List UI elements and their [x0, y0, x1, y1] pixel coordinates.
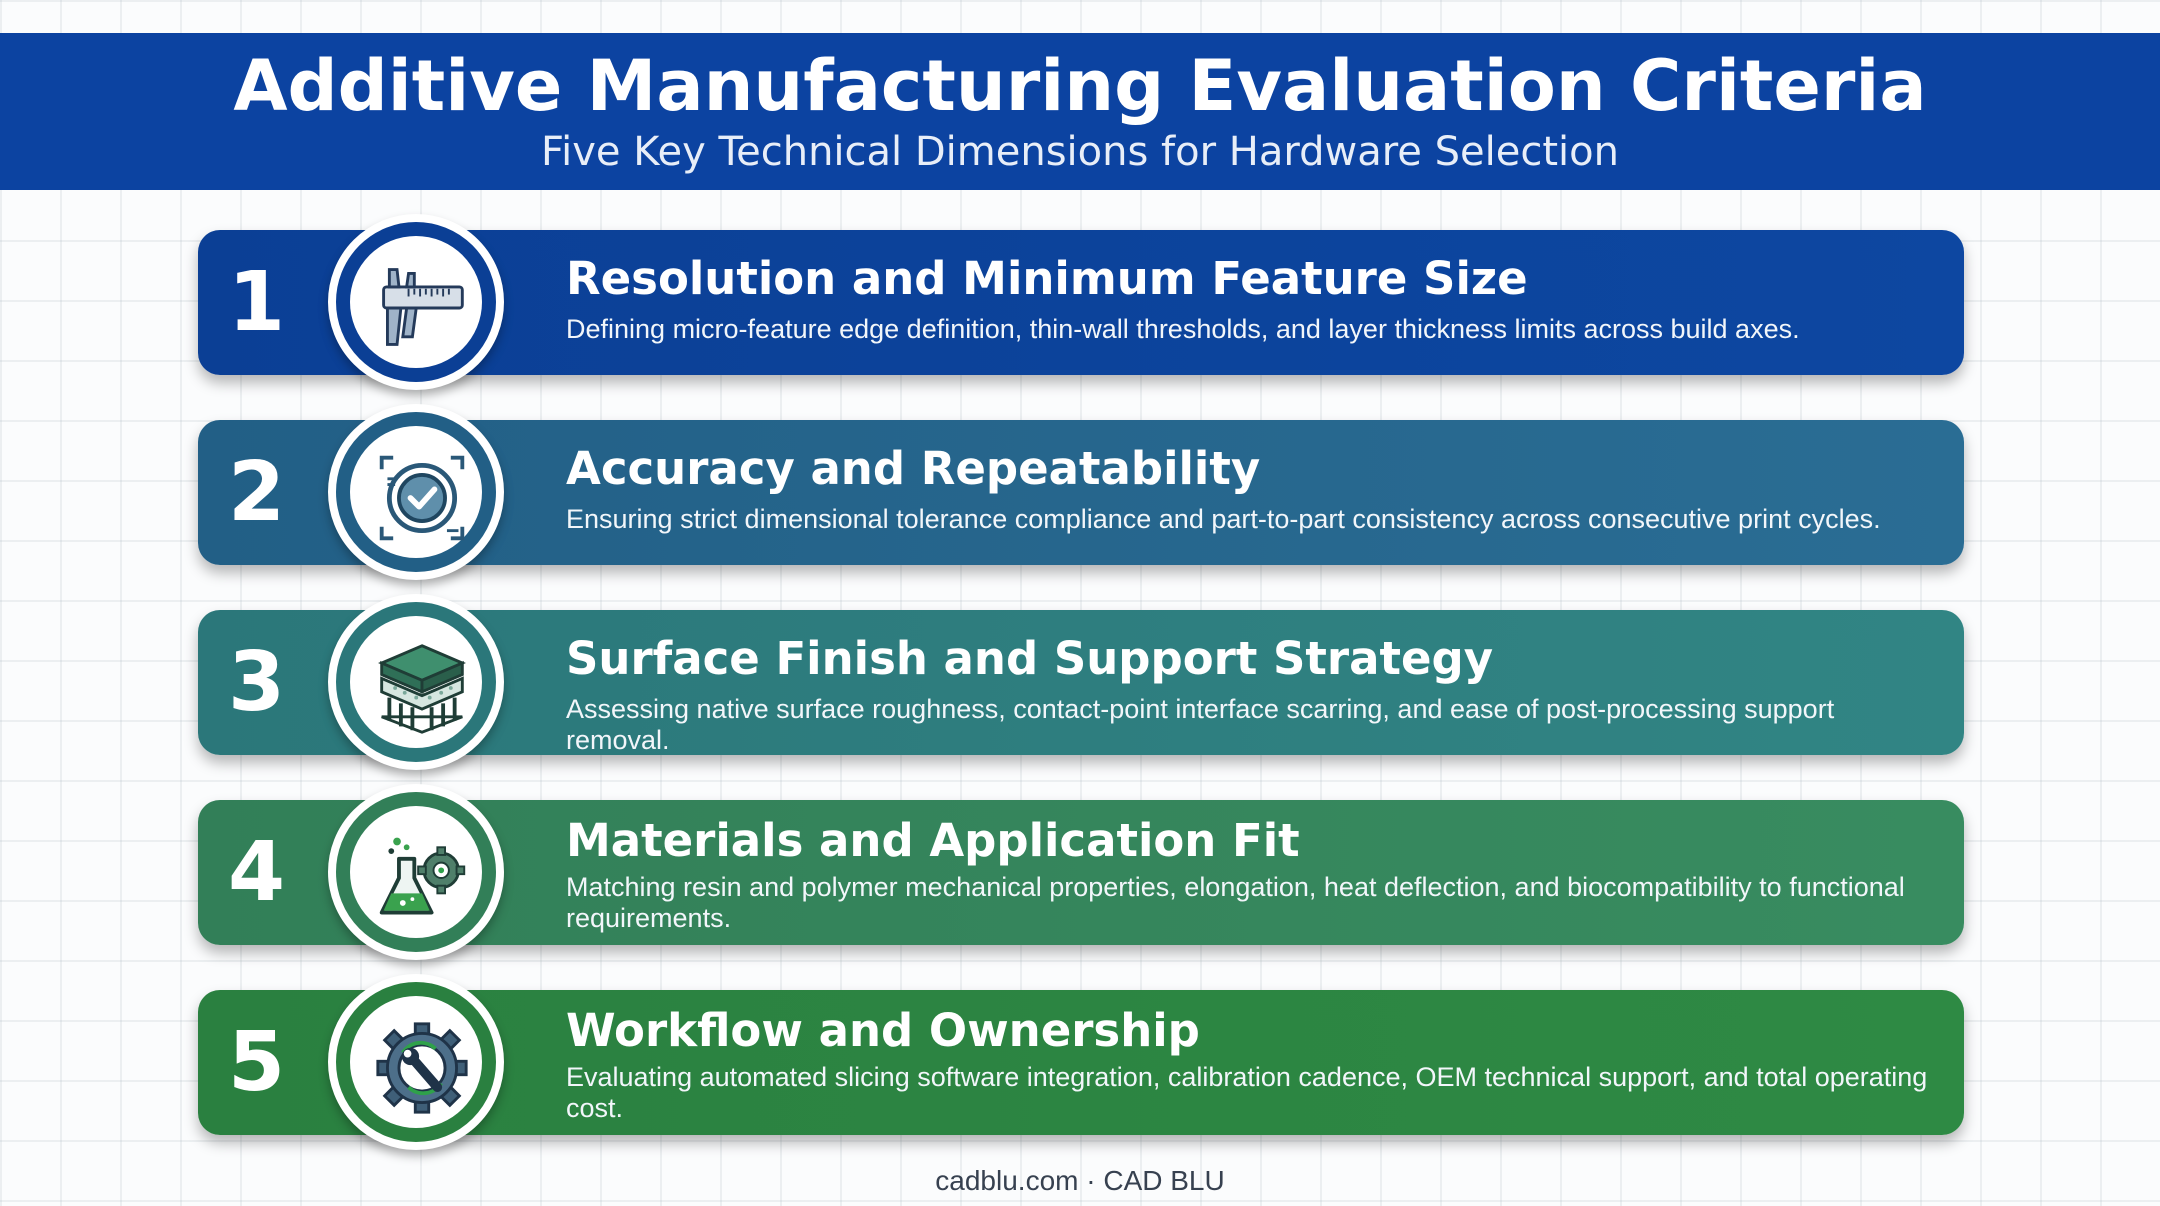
criterion-title: Materials and Application Fit [566, 814, 1300, 867]
criterion-badge [328, 594, 504, 770]
footer-credit: cadblu.com · CAD BLU [935, 1165, 1225, 1196]
criterion-row-4: 4 Materials and Application Fit Matching… [198, 784, 1964, 960]
criterion-description: Ensuring strict dimensional tolerance co… [566, 504, 1881, 534]
criterion-row-2: 2 Accuracy and Repeatability Ensuring st… [198, 404, 1964, 580]
criterion-number: 4 [228, 825, 286, 920]
criterion-badge [328, 214, 504, 390]
title-banner: Additive Manufacturing Evaluation Criter… [0, 33, 2160, 190]
criterion-row-5: 5 Workflow and Owners [198, 974, 1964, 1150]
criterion-title: Accuracy and Repeatability [566, 442, 1261, 495]
page-subtitle: Five Key Technical Dimensions for Hardwa… [541, 129, 1619, 175]
criterion-description: Assessing native surface roughness, cont… [566, 694, 1835, 755]
criterion-title: Resolution and Minimum Feature Size [566, 252, 1528, 305]
flask-gear-icon [379, 837, 466, 915]
criterion-title: Workflow and Ownership [566, 1004, 1200, 1057]
criterion-description: Evaluating automated slicing software in… [566, 1062, 1928, 1123]
criterion-number: 5 [228, 1015, 286, 1110]
criterion-number: 3 [228, 635, 286, 730]
criterion-row-3: 3 Surface Finish and Support Str [198, 594, 1964, 770]
criterion-description: Matching resin and polymer mechanical pr… [566, 872, 1905, 933]
page-title: Additive Manufacturing Evaluation Criter… [233, 45, 1927, 127]
criterion-badge [328, 404, 504, 580]
layered-surface-icon [378, 644, 466, 734]
criterion-description: Defining micro-feature edge definition, … [566, 314, 1800, 344]
criterion-title: Surface Finish and Support Strategy [566, 632, 1494, 685]
target-check-icon [379, 455, 465, 541]
gear-wrench-icon [376, 1022, 468, 1114]
criterion-number: 2 [228, 445, 286, 540]
criterion-number: 1 [228, 255, 286, 350]
criterion-row-1: 1 Resolution and Minimum Feature Size De… [198, 214, 1964, 390]
criterion-badge [328, 974, 504, 1150]
criterion-badge [328, 784, 504, 960]
caliper-icon [382, 268, 464, 346]
